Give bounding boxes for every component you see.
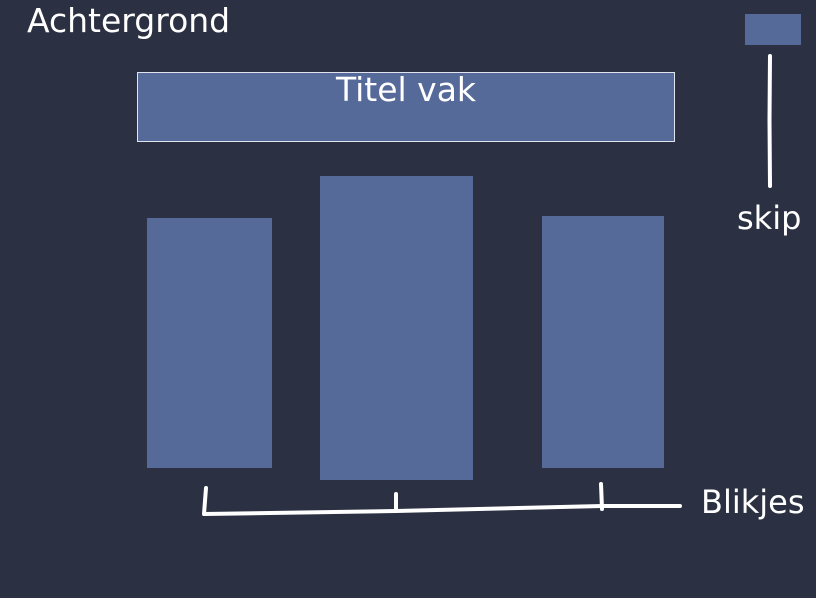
can-placeholder-left — [147, 218, 272, 468]
can-placeholder-center — [320, 176, 473, 480]
skip-button-placeholder — [745, 14, 801, 45]
title-box: Titel vak — [137, 72, 675, 142]
skip-pointer-line — [767, 54, 772, 188]
title-box-label: Titel vak — [335, 70, 477, 109]
can-placeholder-right — [542, 216, 664, 468]
cans-label: Blikjes — [701, 483, 805, 521]
background-label: Achtergrond — [27, 1, 231, 40]
cans-bracket-tick-right — [599, 482, 604, 511]
cans-bracket-line — [202, 486, 682, 516]
skip-label: skip — [737, 199, 802, 237]
